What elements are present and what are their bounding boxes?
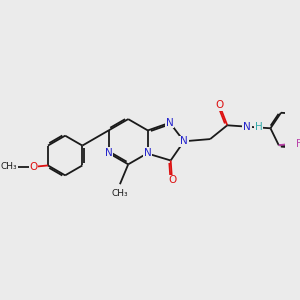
Text: N: N (243, 122, 251, 132)
Text: O: O (29, 162, 38, 172)
Text: H: H (255, 122, 262, 132)
Text: O: O (168, 175, 176, 185)
Text: O: O (215, 100, 224, 110)
Text: N: N (144, 148, 152, 158)
Text: CH₃: CH₃ (1, 162, 17, 171)
Text: N: N (166, 118, 174, 128)
Text: N: N (105, 148, 112, 158)
Text: F: F (296, 139, 300, 149)
Text: CH₃: CH₃ (112, 189, 128, 198)
Text: N: N (180, 136, 188, 146)
